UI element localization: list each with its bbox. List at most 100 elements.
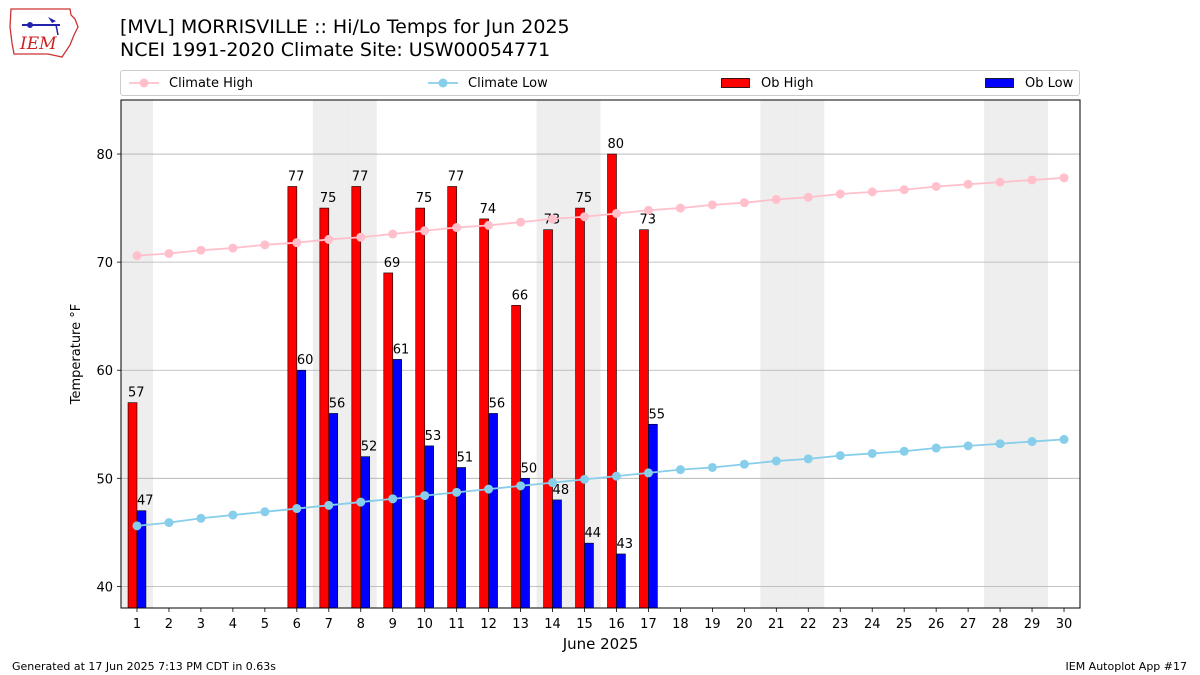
x-axis-label: June 2025 bbox=[562, 635, 639, 653]
x-tick-label: 13 bbox=[512, 617, 529, 632]
ob-low-label: 47 bbox=[137, 494, 154, 509]
ob-low-bar bbox=[648, 423, 658, 609]
ob-high-label: 69 bbox=[384, 256, 401, 271]
x-tick-label: 5 bbox=[261, 617, 269, 632]
climate-high-point bbox=[324, 234, 334, 244]
legend-item-climate-high: Climate High bbox=[129, 74, 253, 92]
legend-item-ob-low: Ob Low bbox=[985, 74, 1073, 92]
x-tick-label: 19 bbox=[704, 617, 721, 632]
ob-high-label: 57 bbox=[128, 386, 145, 401]
ob-low-bar bbox=[360, 456, 371, 609]
climate-high-point bbox=[132, 251, 142, 261]
ob-low-label: 52 bbox=[361, 440, 378, 455]
y-tick-label: 50 bbox=[96, 472, 113, 487]
x-tick-label: 2 bbox=[165, 617, 173, 632]
ob-high-label: 77 bbox=[352, 169, 369, 184]
x-tick-label: 25 bbox=[896, 617, 913, 632]
ob-low-label: 53 bbox=[425, 429, 442, 444]
ob-low-bar bbox=[296, 369, 307, 609]
weekend-shade bbox=[1016, 100, 1049, 608]
x-tick-label: 27 bbox=[960, 617, 977, 632]
x-tick-label: 1 bbox=[133, 617, 141, 632]
climate-high-point bbox=[899, 185, 909, 195]
climate-high-point bbox=[963, 179, 973, 189]
x-tick-label: 17 bbox=[640, 617, 657, 632]
climate-low-point bbox=[420, 491, 430, 501]
x-tick-label: 6 bbox=[293, 617, 301, 632]
climate-low-point bbox=[292, 504, 302, 514]
climate-low-point bbox=[931, 443, 941, 453]
climate-high-point bbox=[867, 187, 877, 197]
ob-low-bar bbox=[392, 359, 402, 609]
climate-low-point bbox=[1027, 437, 1037, 447]
climate-low-point bbox=[1059, 434, 1069, 444]
ob-high-label: 75 bbox=[320, 191, 337, 206]
x-tick-label: 15 bbox=[576, 617, 593, 632]
ob-high-bar bbox=[127, 402, 138, 609]
ob-low-bar bbox=[424, 445, 434, 609]
ob-low-bar bbox=[584, 542, 594, 609]
climate-low-point bbox=[196, 513, 206, 523]
climate-low-point bbox=[995, 439, 1005, 449]
legend-item-ob-high: Ob High bbox=[721, 74, 814, 92]
x-tick-label: 7 bbox=[325, 617, 333, 632]
chart-legend: Climate High Climate Low Ob High Ob Low bbox=[120, 70, 1080, 96]
climate-low-point bbox=[516, 481, 526, 491]
legend-swatch-red bbox=[721, 78, 750, 88]
legend-label: Ob High bbox=[761, 75, 814, 91]
climate-high-point bbox=[643, 205, 653, 215]
ob-high-label: 75 bbox=[576, 191, 593, 206]
climate-high-point bbox=[771, 194, 781, 204]
legend-label: Ob Low bbox=[1025, 75, 1074, 91]
climate-high-point bbox=[452, 223, 462, 233]
climate-high-point bbox=[739, 198, 749, 208]
legend-label: Climate Low bbox=[468, 75, 548, 91]
ob-low-label: 60 bbox=[297, 353, 314, 368]
climate-high-point bbox=[611, 208, 621, 218]
ob-low-bar bbox=[520, 477, 530, 609]
ob-low-label: 43 bbox=[616, 537, 633, 552]
ob-high-bar bbox=[607, 153, 617, 609]
climate-high-point bbox=[388, 229, 398, 239]
weekend-shade bbox=[792, 100, 825, 608]
ob-low-label: 50 bbox=[521, 461, 538, 476]
x-tick-label: 21 bbox=[768, 617, 785, 632]
x-tick-label: 10 bbox=[416, 617, 433, 632]
climate-high-point bbox=[580, 212, 590, 222]
weekend-shade bbox=[760, 100, 793, 608]
climate-low-point bbox=[707, 462, 717, 472]
climate-high-point bbox=[931, 181, 941, 191]
ob-high-label: 77 bbox=[288, 169, 305, 184]
x-tick-label: 24 bbox=[864, 617, 881, 632]
climate-low-point bbox=[803, 454, 813, 464]
x-tick-label: 8 bbox=[357, 617, 365, 632]
iem-logo: IEM bbox=[8, 5, 80, 59]
climate-low-point bbox=[228, 510, 238, 520]
climate-low-point bbox=[356, 497, 366, 507]
ob-high-label: 66 bbox=[512, 288, 529, 303]
climate-low-point bbox=[388, 494, 398, 504]
ob-high-bar bbox=[383, 272, 394, 609]
app-label: IEM Autoplot App #17 bbox=[1065, 660, 1188, 673]
ob-high-bar bbox=[639, 229, 649, 609]
x-tick-label: 3 bbox=[197, 617, 205, 632]
ob-high-bar bbox=[447, 186, 457, 609]
ob-low-label: 61 bbox=[393, 342, 410, 357]
climate-low-point bbox=[867, 448, 877, 458]
climate-high-point bbox=[356, 232, 366, 242]
ob-high-bar bbox=[575, 207, 585, 609]
climate-low-point bbox=[771, 456, 781, 466]
ob-high-bar bbox=[511, 305, 521, 609]
climate-low-point bbox=[452, 487, 462, 497]
climate-high-point bbox=[803, 192, 813, 202]
x-tick-label: 4 bbox=[229, 617, 237, 632]
climate-low-point bbox=[899, 446, 909, 456]
svg-text:IEM: IEM bbox=[19, 34, 57, 54]
x-tick-label: 12 bbox=[480, 617, 497, 632]
ob-low-bar bbox=[552, 499, 562, 609]
climate-high-point bbox=[196, 245, 206, 255]
ob-high-label: 74 bbox=[480, 202, 497, 217]
climate-low-point bbox=[739, 459, 749, 469]
x-tick-label: 9 bbox=[389, 617, 397, 632]
